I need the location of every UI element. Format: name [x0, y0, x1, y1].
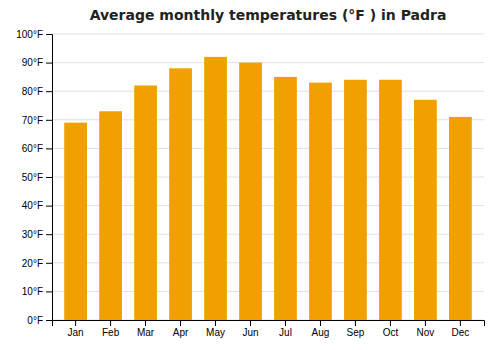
y-axis: 0°F 10°F 20°F 30°F 40°F 50°F 60°F 70°F 80°F 90°F 1…	[16, 29, 52, 326]
tick-mark	[180, 320, 181, 326]
tick-label: 80°F	[22, 86, 43, 97]
bar	[309, 83, 332, 320]
bar	[134, 85, 157, 320]
tick-label: Oct	[383, 327, 399, 338]
tick-label: Dec	[451, 327, 469, 338]
tick-mark	[46, 120, 52, 121]
tick-label: 40°F	[22, 200, 43, 211]
tick: May	[206, 320, 225, 338]
bar	[204, 57, 227, 320]
tick-label: Nov	[417, 327, 435, 338]
x-axis: Jan Feb Mar Apr May Jun Jul Aug Sep Oct Nov Dec	[53, 320, 485, 338]
tick-label: Aug	[312, 327, 330, 338]
tick-mark	[390, 320, 391, 326]
tick-mark	[46, 234, 52, 235]
tick: 10°F	[22, 286, 52, 297]
tick-mark	[46, 206, 52, 207]
tick-mark	[46, 63, 52, 64]
axis-line	[53, 321, 485, 327]
tick: 80°F	[22, 86, 52, 97]
tick: Jul	[279, 320, 292, 338]
bar	[344, 80, 367, 320]
bar	[449, 117, 472, 320]
tick: Mar	[137, 320, 155, 338]
tick-mark	[46, 320, 52, 321]
tick: Dec	[451, 320, 469, 338]
tick: Oct	[383, 320, 399, 338]
tick-mark	[46, 263, 52, 264]
tick: 30°F	[22, 229, 52, 240]
tick-label: 100°F	[16, 29, 43, 40]
axis-line	[46, 35, 53, 321]
tick: 20°F	[22, 258, 52, 269]
tick-mark	[110, 320, 111, 326]
plot-area	[64, 57, 472, 320]
tick: Feb	[102, 320, 120, 338]
tick: Apr	[173, 320, 189, 338]
tick-mark	[145, 320, 146, 326]
chart: 0°F 10°F 20°F 30°F 40°F 50°F 60°F 70°F 80°F 90°F 1…	[0, 0, 500, 350]
bar	[239, 63, 262, 320]
chart-container: 0°F 10°F 20°F 30°F 40°F 50°F 60°F 70°F 80°F 90°F 1…	[0, 0, 500, 350]
tick: 100°F	[16, 29, 52, 40]
bar	[169, 68, 192, 320]
tick-mark	[215, 320, 216, 326]
bar	[414, 100, 437, 320]
tick: Nov	[417, 320, 435, 338]
tick: Jun	[242, 320, 258, 338]
tick: Jan	[68, 320, 84, 338]
tick-mark	[355, 320, 356, 326]
tick-label: May	[206, 327, 225, 338]
bar	[274, 77, 297, 320]
tick-mark	[425, 320, 426, 326]
title: Average monthly temperatures (°F ) in Pa…	[90, 7, 447, 23]
tick-mark	[46, 34, 52, 35]
grid-line	[52, 91, 484, 92]
tick-mark	[46, 291, 52, 292]
tick-label: Apr	[173, 327, 189, 338]
tick-label: Mar	[137, 327, 155, 338]
tick-mark	[460, 320, 461, 326]
tick-label: 20°F	[22, 258, 43, 269]
grid-line	[52, 34, 484, 35]
tick-label: Jul	[279, 327, 292, 338]
tick-label: Feb	[102, 327, 120, 338]
tick-label: Jan	[68, 327, 84, 338]
tick: 70°F	[22, 115, 52, 126]
tick-label: Sep	[347, 327, 365, 338]
tick-label: 0°F	[27, 315, 43, 326]
tick: 60°F	[22, 143, 52, 154]
grid-line	[52, 62, 484, 63]
tick-label: 30°F	[22, 229, 43, 240]
tick: 40°F	[22, 200, 52, 211]
tick-mark	[46, 177, 52, 178]
tick: 90°F	[22, 57, 52, 68]
bar	[64, 123, 87, 320]
tick-mark	[285, 320, 286, 326]
tick-label: 60°F	[22, 143, 43, 154]
tick: 50°F	[22, 172, 52, 183]
tick-mark	[46, 91, 52, 92]
tick: Sep	[347, 320, 365, 338]
tick-label: 10°F	[22, 286, 43, 297]
bar	[99, 111, 122, 320]
tick-mark	[75, 320, 76, 326]
tick-mark	[46, 148, 52, 149]
tick-mark	[250, 320, 251, 326]
tick: Aug	[312, 320, 330, 338]
tick: 0°F	[27, 315, 52, 326]
tick-label: Jun	[242, 327, 258, 338]
grid	[52, 34, 484, 320]
tick-label: 50°F	[22, 172, 43, 183]
bar	[379, 80, 402, 320]
tick-mark	[320, 320, 321, 326]
tick-label: 70°F	[22, 115, 43, 126]
tick-label: 90°F	[22, 57, 43, 68]
